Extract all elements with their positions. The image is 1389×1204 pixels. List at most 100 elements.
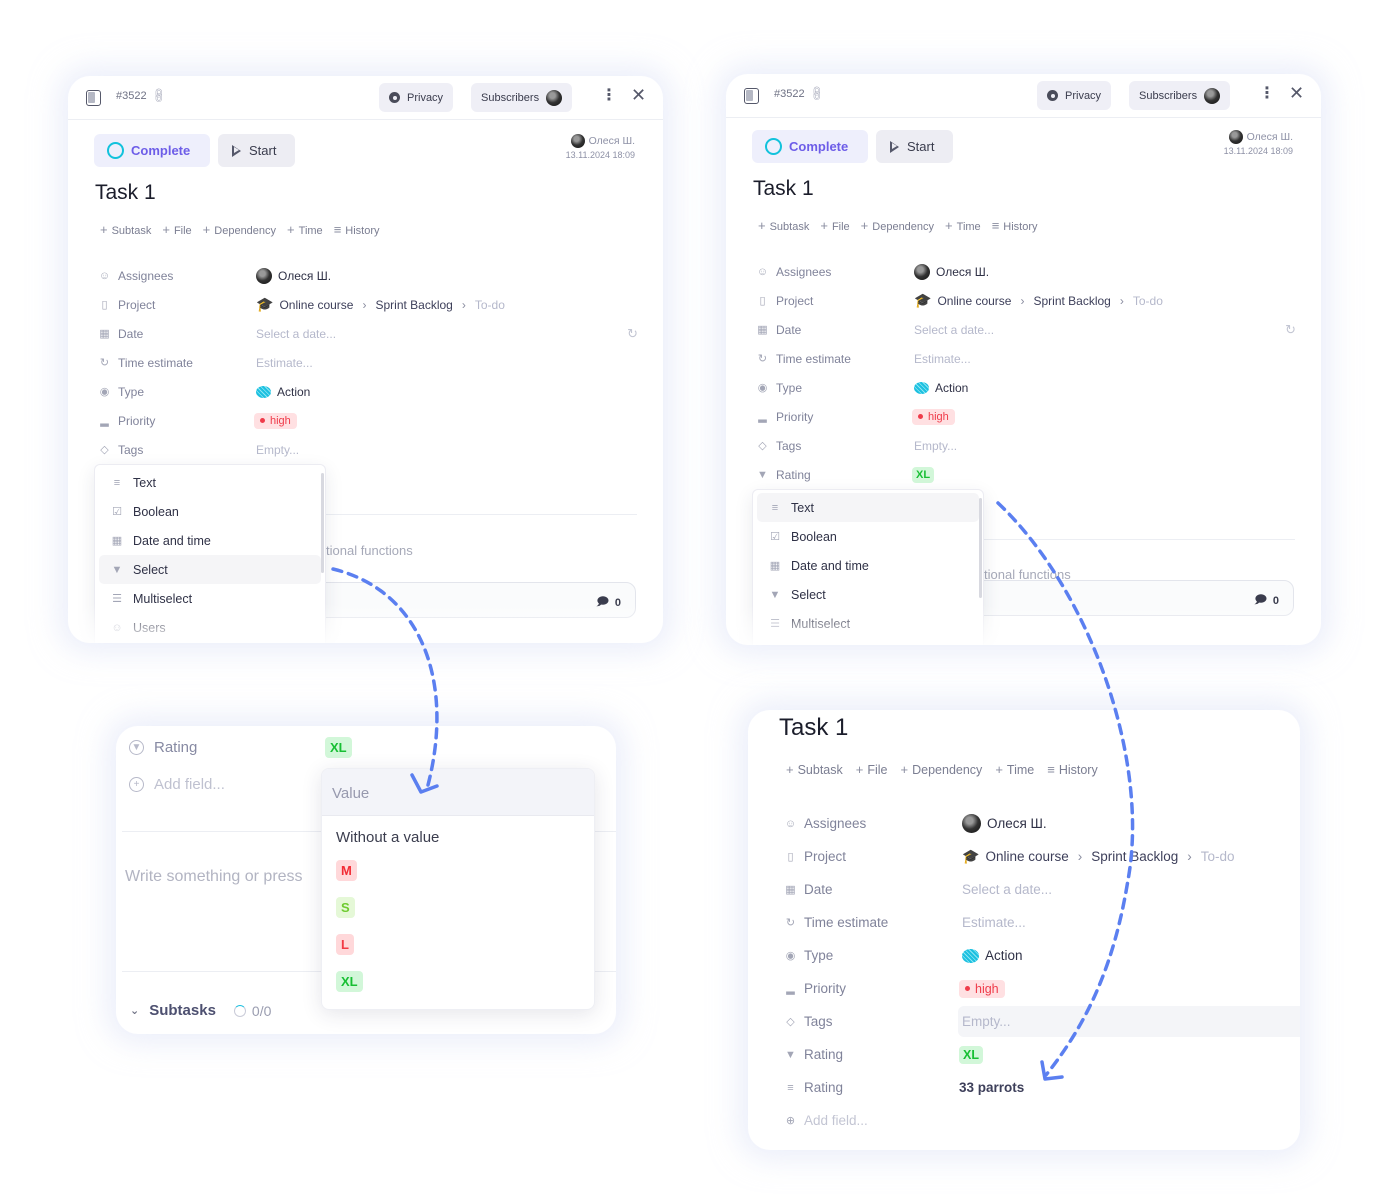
add-time-button[interactable]: + Time [287, 222, 323, 237]
add-subtask-button[interactable]: + Subtask [786, 762, 843, 777]
field-date[interactable]: ▦ Date Select a date... ↻ [757, 321, 1296, 337]
field-priority[interactable]: ▂ Priority high [98, 406, 638, 435]
task-title[interactable]: Task 1 [95, 181, 156, 204]
description-text[interactable]: tional functions [326, 543, 413, 558]
comments-counter[interactable]: 🗩︎ 0 [1255, 591, 1279, 610]
field-assignees[interactable]: ☺ Assignees Олеся Ш. [756, 263, 990, 280]
description-placeholder[interactable]: Write something or press [125, 868, 303, 885]
privacy-button[interactable]: Privacy [1037, 81, 1112, 110]
field-rating-text[interactable]: ≡ Rating 33 parrots [784, 1071, 1300, 1104]
divider [984, 539, 1295, 540]
close-icon[interactable]: ✕ [1289, 83, 1305, 103]
field-assignees[interactable]: ☺ Assignees Олеся Ш. [98, 267, 332, 284]
menu-item-date-time[interactable]: ▦ Date and time [769, 558, 869, 573]
add-file-button[interactable]: + File [855, 762, 888, 777]
field-rating-select[interactable]: ▼ Rating XL [756, 460, 1296, 489]
add-field-button[interactable]: ⊕ Add field... [785, 1113, 868, 1128]
option-xl[interactable]: XL [322, 963, 594, 1000]
priority-badge[interactable]: high [912, 408, 955, 425]
sidebar-toggle-icon[interactable] [744, 88, 759, 104]
repeat-icon[interactable]: ↻ [1285, 321, 1296, 337]
field-priority[interactable]: ▂ Priority high [784, 972, 1300, 1005]
add-dependency-button[interactable]: + Dependency [900, 762, 983, 777]
circle-icon [107, 142, 124, 159]
rating-tag[interactable]: XL [912, 466, 935, 483]
field-tags[interactable]: ◇ Tags Empty... [98, 435, 638, 464]
repeat-icon[interactable]: ↻ [627, 325, 638, 341]
priority-badge[interactable]: high [959, 979, 1005, 998]
field-type[interactable]: ◉ Type Action [785, 948, 1023, 963]
start-button[interactable]: Start [876, 130, 953, 163]
task-title[interactable]: Task 1 [753, 177, 814, 200]
field-time-estimate[interactable]: ↻ Time estimate Estimate... [785, 915, 1026, 930]
field-time-estimate[interactable]: ↻ Time estimate Estimate... [99, 355, 313, 370]
menu-item-multiselect[interactable]: ☰ Multiselect [770, 616, 851, 631]
add-time-button[interactable]: + Time [945, 218, 981, 233]
menu-item-select[interactable]: ▼ Select [769, 587, 826, 602]
add-field-button[interactable]: + Add field... [129, 776, 225, 793]
link-icon[interactable]: 🔗︎ [808, 84, 827, 104]
menu-item-select[interactable]: ▼ Select [99, 555, 321, 584]
menu-scrollbar[interactable] [979, 498, 982, 598]
field-project[interactable]: ▯ Project 🎓 Online course › Sprint Backlog › T… [784, 840, 1300, 873]
field-rating-select[interactable]: ▼ Rating XL [784, 1038, 1300, 1071]
menu-scrollbar[interactable] [321, 473, 324, 573]
field-date[interactable]: ▦ Date Select a date... [785, 882, 1053, 897]
panel-header: #3522 🔗︎ Privacy Subscribers ⋮ ✕ [726, 74, 1321, 118]
task-title[interactable]: Task 1 [779, 714, 849, 741]
field-tags[interactable]: ◇ Tags Empty... [784, 1005, 1300, 1038]
start-button[interactable]: Start [218, 134, 295, 167]
subtasks-toggle[interactable]: ⌄ Subtasks 0/0 [130, 1002, 272, 1019]
fields-list: ☺ Assignees Олеся Ш. ▯ Project 🎓 Online cou… [98, 261, 638, 464]
field-date[interactable]: ▦ Date Select a date... ↻ [99, 325, 638, 341]
privacy-button[interactable]: Privacy [379, 83, 454, 112]
history-button[interactable]: ≡ History [333, 222, 380, 237]
option-m[interactable]: M [322, 852, 594, 889]
field-project[interactable]: ▯ Project 🎓 Online course › Sprint Backlog › T… [756, 286, 1296, 315]
field-priority[interactable]: ▂ Priority high [756, 402, 1296, 431]
comments-counter[interactable]: 🗩︎ 0 [597, 593, 621, 612]
field-type[interactable]: ◉ Type Action [757, 380, 969, 395]
history-button[interactable]: ≡ History [1047, 762, 1098, 777]
more-options-icon[interactable]: ⋮ [1259, 85, 1275, 102]
menu-item-date-time[interactable]: ▦ Date and time [111, 533, 211, 548]
users-icon: ☺ [784, 817, 797, 830]
field-tags[interactable]: ◇ Tags Empty... [756, 431, 1296, 460]
option-without-value[interactable]: Without a value [336, 829, 440, 846]
complete-button[interactable]: Complete [94, 134, 210, 167]
add-dependency-button[interactable]: + Dependency [860, 218, 935, 233]
add-subtask-button[interactable]: + Subtask [100, 222, 152, 237]
menu-item-boolean[interactable]: ☑ Boolean [112, 504, 179, 519]
priority-badge[interactable]: high [254, 412, 297, 429]
menu-item-users[interactable]: ☺ Users [111, 620, 166, 635]
add-time-button[interactable]: + Time [995, 762, 1035, 777]
option-s[interactable]: S [322, 889, 594, 926]
sidebar-toggle-icon[interactable] [86, 90, 101, 106]
link-icon[interactable]: 🔗︎ [150, 86, 169, 106]
menu-item-boolean[interactable]: ☑ Boolean [770, 529, 837, 544]
history-button[interactable]: ≡ History [991, 218, 1038, 233]
option-l[interactable]: L [322, 926, 594, 963]
type-icon: ◉ [99, 386, 110, 398]
more-options-icon[interactable]: ⋮ [601, 87, 617, 104]
field-assignees[interactable]: ☺ Assignees Олеся Ш. [784, 814, 1047, 833]
subscribers-button[interactable]: Subscribers [471, 83, 573, 112]
close-icon[interactable]: ✕ [631, 85, 647, 105]
add-file-button[interactable]: + File [820, 218, 850, 233]
rating-tag[interactable]: XL [959, 1045, 983, 1064]
field-project[interactable]: ▯ Project 🎓 Online course › Sprint Backlog › T… [98, 290, 638, 319]
task-actions: + Subtask + File + Dependency + Time ≡ Histor… [786, 762, 1098, 777]
add-dependency-button[interactable]: + Dependency [202, 222, 277, 237]
menu-item-text[interactable]: ≡ Text [99, 468, 321, 497]
menu-item-multiselect[interactable]: ☰ Multiselect [112, 591, 193, 606]
rating-tag[interactable]: XL [325, 737, 352, 758]
value-search-input[interactable]: Value [322, 769, 594, 816]
complete-button[interactable]: Complete [752, 130, 868, 163]
menu-item-text[interactable]: ≡ Text [757, 493, 979, 522]
add-subtask-button[interactable]: + Subtask [758, 218, 810, 233]
add-file-button[interactable]: + File [162, 222, 192, 237]
field-time-estimate[interactable]: ↻ Time estimate Estimate... [757, 351, 971, 366]
fields-list: ☺ Assignees Олеся Ш. ▯ Project 🎓 Online cou… [784, 807, 1300, 1137]
field-type[interactable]: ◉ Type Action [99, 384, 311, 399]
subscribers-button[interactable]: Subscribers [1129, 81, 1231, 110]
